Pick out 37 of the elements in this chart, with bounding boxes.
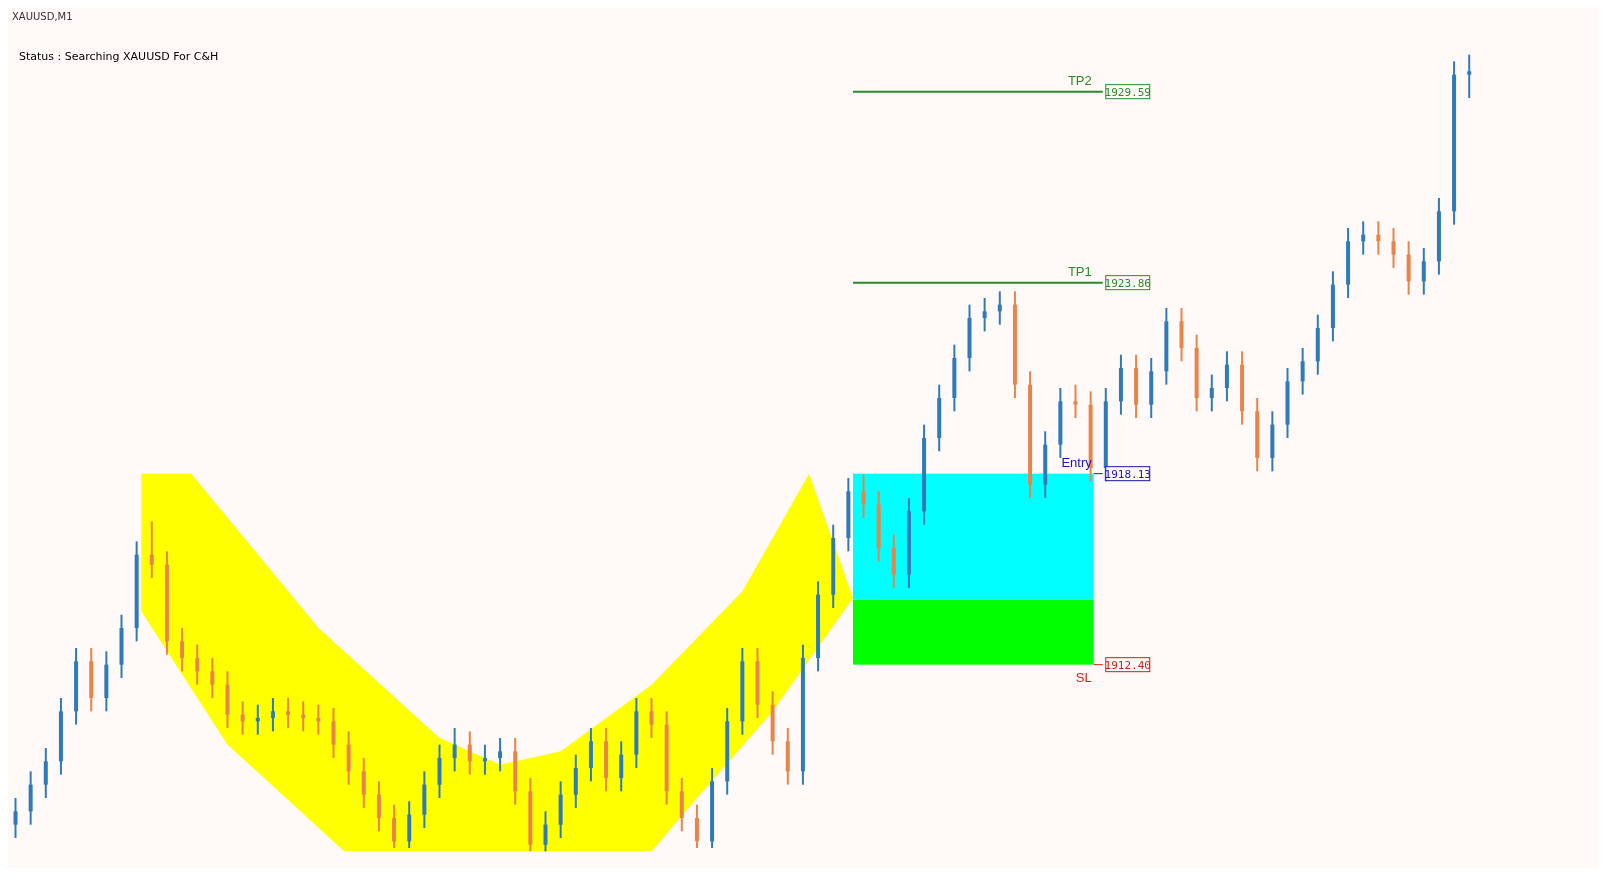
candlestick	[149, 520, 154, 579]
candlestick	[255, 703, 260, 736]
chart-title: XAUUSD,M1	[12, 11, 73, 22]
ref-line-label: TP1	[1067, 263, 1092, 279]
candlestick	[316, 703, 321, 736]
candlestick	[543, 810, 548, 853]
candlestick	[482, 743, 487, 776]
candlestick	[286, 697, 291, 729]
candlestick	[180, 627, 185, 673]
candlestick	[270, 697, 275, 733]
candlestick	[982, 297, 987, 333]
ref-line-label: TP2	[1067, 72, 1092, 88]
candlestick	[452, 727, 457, 773]
candlestick	[376, 780, 381, 833]
ref-line-label: SL	[1075, 669, 1092, 685]
candlestick	[694, 803, 699, 849]
candlestick	[1391, 227, 1396, 269]
candlestick	[649, 697, 654, 739]
candlestick	[210, 657, 215, 699]
candlestick	[1421, 247, 1426, 296]
candlestick	[361, 757, 366, 809]
candlestick	[1467, 53, 1472, 99]
candlestick	[1300, 347, 1305, 396]
candlestick	[301, 700, 306, 733]
candlestick	[861, 473, 866, 519]
annotation: Status : Searching XAUUSD For C&H	[19, 50, 219, 63]
candlestick	[195, 643, 200, 686]
candlestick	[467, 730, 472, 776]
candlestick	[392, 803, 397, 849]
candlestick	[1073, 383, 1078, 419]
candlestick	[1224, 350, 1229, 403]
candlestick	[1209, 373, 1214, 413]
candlestick	[13, 797, 18, 839]
candlestick	[619, 740, 624, 793]
candlestick	[43, 747, 48, 799]
candlestick	[331, 707, 336, 759]
candlestick	[498, 737, 503, 773]
